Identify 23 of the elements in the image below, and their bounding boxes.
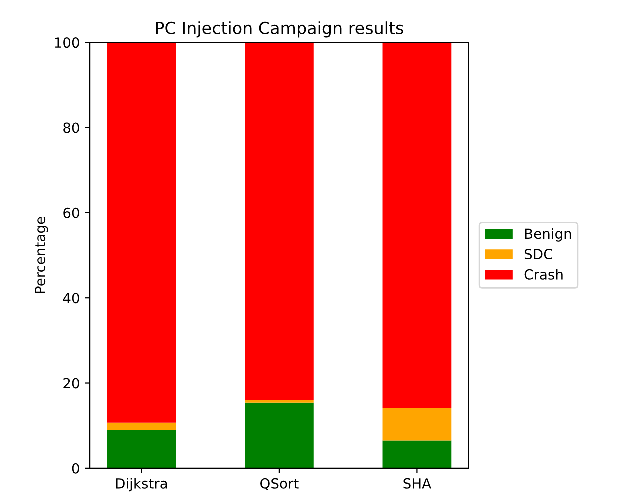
bar bbox=[245, 42, 314, 400]
legend-label: SDC bbox=[524, 249, 552, 260]
y-axis-title: Percentage bbox=[35, 217, 48, 294]
y-tick-label: 60 bbox=[64, 208, 80, 218]
bar bbox=[382, 408, 452, 441]
legend-label: Crash bbox=[524, 269, 563, 280]
y-tick-label: 80 bbox=[64, 122, 80, 134]
bar bbox=[245, 400, 314, 403]
x-tick-label: QSort bbox=[260, 478, 299, 490]
x-tick-label: Dijkstra bbox=[116, 478, 168, 492]
bar bbox=[382, 440, 452, 468]
y-tick-label: 100 bbox=[55, 38, 80, 48]
y-tick-label: 0 bbox=[72, 463, 80, 474]
bar bbox=[107, 422, 176, 431]
chart-title: PC Injection Campaign results bbox=[156, 22, 404, 38]
bar bbox=[107, 430, 176, 468]
legend-label: Benign bbox=[525, 228, 572, 242]
bar bbox=[107, 42, 176, 423]
bar bbox=[245, 402, 314, 468]
bar bbox=[382, 42, 452, 408]
x-tick-label: SHA bbox=[404, 478, 432, 489]
y-tick-label: 40 bbox=[63, 293, 80, 304]
y-tick-label: 20 bbox=[64, 378, 80, 389]
